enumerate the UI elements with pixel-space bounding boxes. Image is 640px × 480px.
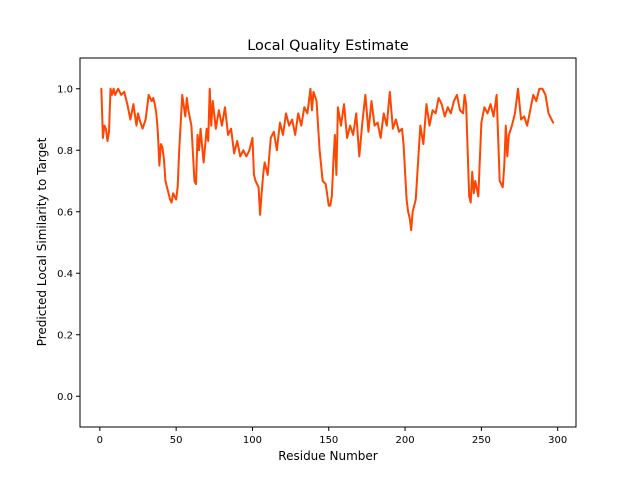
x-tick-label: 100	[243, 435, 262, 446]
chart-title: Local Quality Estimate	[247, 38, 409, 54]
plot-frame	[79, 57, 577, 428]
y-axis-label: Predicted Local Similarity to Target	[35, 137, 49, 346]
x-axis-label: Residue Number	[278, 449, 377, 463]
y-tick-label: 1.0	[57, 84, 73, 95]
x-tick-label: 200	[396, 435, 415, 446]
y-tick-label: 0.6	[57, 207, 73, 218]
x-axis: 0 50 100 150 200 250 300	[97, 427, 567, 446]
series-line-0	[100, 87, 555, 232]
y-axis: 0.0 0.2 0.4 0.6 0.8 1.0	[57, 84, 80, 403]
y-tick-label: 0.4	[57, 269, 73, 280]
y-tick-label: 0.0	[57, 392, 73, 403]
y-tick-label: 0.8	[57, 146, 73, 157]
x-tick-label: 50	[170, 435, 183, 446]
plot-area	[79, 57, 577, 428]
x-tick-label: 300	[548, 435, 567, 446]
y-tick-label: 0.2	[57, 330, 73, 341]
x-tick-label: 250	[472, 435, 491, 446]
x-tick-label: 0	[97, 435, 103, 446]
x-tick-label: 150	[319, 435, 338, 446]
